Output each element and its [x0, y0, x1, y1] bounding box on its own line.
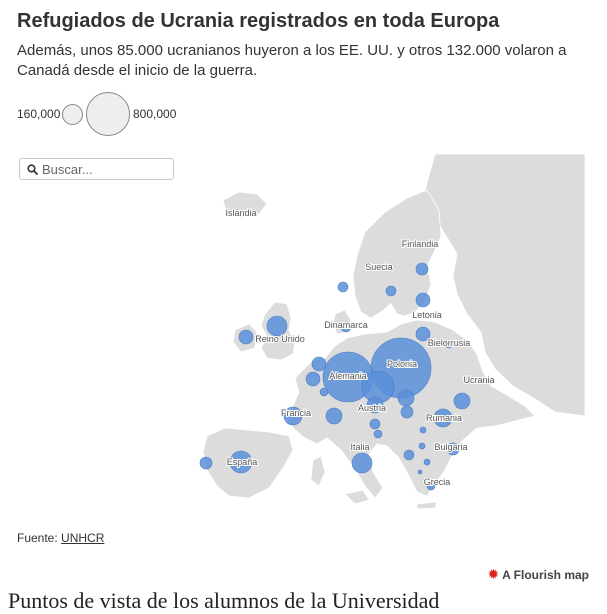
label-layer: Islandia Finlandia Suecia Letonia Dinamarca B…	[224, 207, 495, 488]
flourish-logo-icon: ✹	[487, 566, 500, 582]
country-label: Reino Unido	[255, 334, 305, 344]
refugee-bubble[interactable]	[426, 481, 436, 491]
country-label: Austria	[358, 403, 386, 413]
refugee-bubble[interactable]	[337, 281, 349, 293]
refugee-bubble[interactable]	[229, 450, 253, 474]
refugee-bubble[interactable]	[351, 452, 373, 474]
source-link[interactable]: UNHCR	[61, 531, 105, 545]
refugee-bubble[interactable]	[423, 458, 431, 466]
flourish-credit-text: A Flourish map	[502, 568, 589, 582]
legend-big-label: 800,000	[133, 107, 177, 121]
source-prefix: Fuente:	[17, 531, 62, 545]
refugee-bubble[interactable]	[403, 449, 415, 461]
refugee-bubble[interactable]	[311, 356, 327, 372]
refugee-bubble[interactable]	[419, 426, 427, 434]
refugee-bubble[interactable]	[373, 429, 383, 439]
map-subtitle: Además, unos 85.000 ucranianos huyeron a…	[17, 42, 567, 79]
refugee-bubble[interactable]	[283, 406, 303, 426]
below-article-text: Puntos de vista de los alumnos de la Uni…	[8, 588, 440, 613]
land-sicily	[344, 489, 370, 505]
refugee-bubble[interactable]	[453, 392, 471, 410]
refugee-bubble[interactable]	[415, 292, 431, 308]
refugee-bubble[interactable]	[397, 389, 415, 407]
bubble-layer	[199, 262, 471, 491]
country-label: Polonia	[387, 359, 417, 369]
search-input[interactable]	[42, 160, 167, 178]
country-label: Grecia	[424, 477, 451, 487]
refugee-bubble[interactable]	[199, 456, 213, 470]
country-label: Bielorrusia	[428, 338, 471, 348]
country-label: Rumania	[426, 413, 462, 423]
search-box[interactable]	[19, 158, 174, 180]
map-title: Refugiados de Ucrania registrados en tod…	[17, 10, 500, 32]
legend-small-circle	[62, 104, 83, 125]
land-layer	[202, 154, 585, 510]
refugee-bubble[interactable]	[238, 329, 254, 345]
refugee-bubble[interactable]	[444, 339, 454, 349]
europe-map[interactable]: Islandia Finlandia Suecia Letonia Dinamarca B…	[195, 154, 585, 516]
refugee-bubble[interactable]	[415, 262, 429, 276]
refugee-bubble[interactable]	[446, 442, 460, 456]
land-crete	[416, 501, 438, 510]
refugee-bubble[interactable]	[417, 469, 423, 475]
refugee-bubble[interactable]	[319, 387, 329, 397]
refugee-bubble[interactable]	[305, 371, 321, 387]
refugee-bubble[interactable]	[433, 408, 453, 428]
flourish-credit[interactable]: ✹ A Flourish map	[487, 566, 589, 583]
search-icon	[27, 164, 38, 175]
refugee-bubble[interactable]	[400, 405, 414, 419]
country-label: Finlandia	[402, 239, 439, 249]
refugee-bubble[interactable]	[266, 315, 288, 337]
refugee-bubble[interactable]	[415, 326, 431, 342]
legend-small-label: 160,000	[17, 107, 61, 121]
country-label: Alemania	[329, 371, 367, 381]
refugee-bubble[interactable]	[366, 396, 384, 414]
country-label: Italia	[350, 442, 369, 452]
country-label: Letonia	[412, 310, 442, 320]
country-label: Francia	[281, 408, 311, 418]
legend-big-circle	[86, 92, 130, 136]
land-sardinia	[310, 455, 326, 487]
country-label: Islandia	[225, 208, 256, 218]
country-label: España	[227, 457, 258, 467]
land-iceland	[222, 191, 268, 219]
refugee-bubble[interactable]	[418, 442, 426, 450]
land-scandinavia	[352, 189, 442, 319]
source-line: Fuente: UNHCR	[17, 531, 104, 545]
refugee-bubble[interactable]	[369, 418, 381, 430]
refugee-bubble[interactable]	[325, 407, 343, 425]
country-label: Dinamarca	[324, 320, 368, 330]
refugee-bubble[interactable]	[385, 285, 397, 297]
country-label: Bulgaria	[434, 442, 467, 452]
country-label: Suecia	[365, 262, 393, 272]
country-label: Ucrania	[463, 375, 494, 385]
refugee-bubble[interactable]	[340, 321, 352, 333]
